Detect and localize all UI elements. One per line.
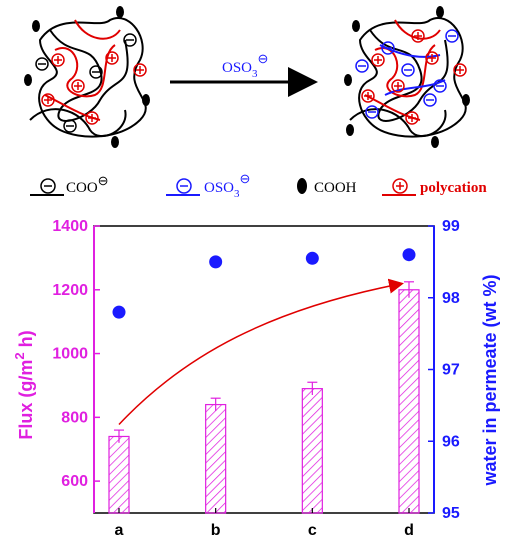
y-left-tick-label: 1400 [52, 218, 88, 235]
trend-arrow [118, 278, 404, 425]
reaction-scheme: OSO3⊖ [24, 6, 487, 200]
flux-bar [398, 289, 420, 514]
water-content-point [209, 255, 223, 269]
cooh-droplet-icon [297, 178, 307, 194]
y-left-tick-label: 800 [61, 409, 88, 426]
legend-oso3: OSO3⊖ [166, 171, 250, 200]
polycation-icon [392, 178, 408, 194]
flux-bar [301, 388, 323, 514]
flux-bar [205, 403, 227, 514]
legend-polycation: polycation [382, 178, 487, 196]
reaction-arrow-label: OSO3⊖ [222, 51, 268, 80]
x-tick-label: b [211, 522, 221, 539]
water-content-point [305, 251, 319, 265]
legend-polycation-label: polycation [420, 180, 487, 196]
legend-coo-label: COO [66, 180, 98, 196]
y-left-tick-label: 600 [61, 473, 88, 490]
polymer-network-before [24, 6, 150, 148]
x-tick-label: c [308, 522, 317, 539]
x-tick-label: a [115, 522, 124, 539]
coo-icon [40, 178, 56, 194]
x-tick-label: d [404, 522, 414, 539]
oso3-icon [176, 178, 192, 194]
polymer-network-after [344, 6, 470, 148]
y-right-tick-label: 99 [442, 218, 460, 235]
water-content-point [402, 248, 416, 262]
y-right-tick-label: 95 [442, 505, 460, 522]
flux-bar [108, 435, 130, 514]
legend-cooh-label: COOH [314, 180, 357, 196]
legend-coo: COO⊖ [30, 173, 109, 196]
y-axis-right-title: water in permeate (wt %) [480, 274, 500, 486]
legend-oso3-label: OSO [204, 180, 234, 196]
legend-cooh: COOH [297, 178, 357, 196]
y-right-tick-label: 96 [442, 433, 460, 450]
y-left-tick-label: 1200 [52, 282, 88, 299]
y-right-tick-label: 98 [442, 290, 460, 307]
y-right-tick-label: 97 [442, 362, 460, 379]
svg-text:COO⊖: COO⊖ [66, 173, 109, 196]
y-left-tick-label: 1000 [52, 346, 88, 363]
y-axis-left-title: Flux (g/m2 h) [12, 330, 36, 439]
flux-water-chart: 600 800 1000 1200 1400 95 96 97 98 99 a b c d Flux (g… [12, 218, 500, 539]
scheme-legend: COO⊖ OSO3⊖ COOH polycation [30, 171, 487, 200]
svg-text:OSO3⊖: OSO3⊖ [204, 171, 250, 200]
water-content-point [112, 305, 126, 319]
svg-text:water in permeate (wt %): water in permeate (wt %) [480, 274, 500, 486]
svg-text:Flux (g/m2 h): Flux (g/m2 h) [12, 330, 36, 439]
plot-frame [93, 225, 435, 514]
